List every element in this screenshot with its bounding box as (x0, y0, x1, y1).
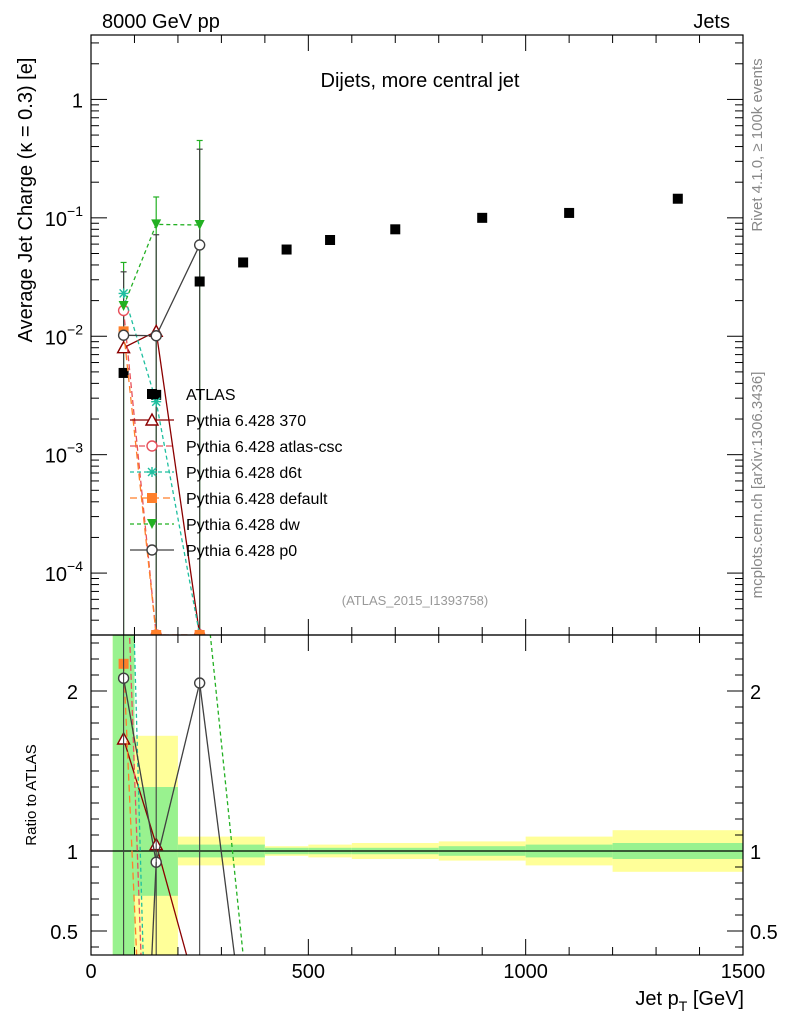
legend-label-atlas: ATLAS (186, 387, 236, 404)
legend-label-pythia-6-428-atlas-csc: Pythia 6.428 atlas-csc (186, 439, 343, 456)
point-pythia-6-428-p0-1 (150, 330, 162, 342)
line-pythia-6-428-atlas-csc (122, 310, 200, 635)
legend: ATLAS Pythia 6.428 370 Pythia 6.428 atlas-… (130, 387, 343, 560)
ratio-y-label: Ratio to ATLAS (23, 744, 40, 845)
ratio-line-pythia-6-428-atlas-csc (128, 635, 142, 955)
y-tick-label-2: 10−2 (45, 321, 83, 349)
x-ticks: 0 500 1000 1500 (85, 35, 765, 983)
legend-label-pythia-6-428-p0: Pythia 6.428 p0 (186, 543, 297, 560)
y-tick-label-3: 10−1 (45, 203, 83, 231)
line-pythia-6-428-p0 (123, 244, 201, 337)
rivet-label: Rivet 4.1.0, ≥ 100k events (749, 58, 766, 231)
ratio-line-pythia-6-428-default (122, 663, 138, 955)
ratio-bands (91, 635, 743, 955)
main-ticks: 10−4 10−3 10−2 10−1 1 (45, 42, 743, 636)
main-panel: 10−4 10−3 10−2 10−1 1 0.5 0.5 1 1 2 2 0 500 1000 150… (15, 34, 778, 1014)
ratio-line-pythia-6-428-p0 (122, 678, 236, 955)
header-right: Jets (693, 11, 730, 33)
y-tick-label-1: 10−3 (45, 440, 83, 468)
ratio-frame (90, 634, 744, 956)
point-atlas-7 (477, 212, 488, 223)
ratio-series-layer (116, 635, 244, 955)
y-tick-label-0: 10−4 (45, 558, 83, 586)
main-y-label: Average Jet Charge (κ = 0.3) [e] (15, 58, 37, 343)
source-label: mcplots.cern.ch [arXiv:1306.3436] (749, 372, 766, 599)
point-atlas-8 (564, 207, 575, 218)
point-atlas-3 (238, 257, 249, 268)
legend-label-pythia-6-428-dw: Pythia 6.428 dw (186, 517, 300, 534)
point-pythia-6-428-default-2 (194, 630, 205, 635)
y-tick-label-4: 1 (72, 90, 83, 112)
point-pythia-6-428-p0-0 (117, 329, 130, 341)
legend-label-pythia-6-428-default: Pythia 6.428 default (186, 491, 328, 508)
point-atlas-2 (194, 276, 205, 287)
analysis-watermark: (ATLAS_2015_I1393758) (342, 593, 488, 608)
line-pythia-6-428-dw (122, 223, 200, 307)
point-pythia-6-428-370-0 (116, 340, 131, 354)
header-left: 8000 GeV pp (102, 11, 220, 33)
point-pythia-6-428-dw-2 (194, 220, 205, 231)
point-atlas-6 (390, 224, 401, 235)
legend-marker-atlas (147, 389, 157, 399)
point-atlas-4 (281, 244, 292, 255)
line-pythia-6-428-default (122, 331, 200, 635)
point-pythia-6-428-d6t-0 (118, 288, 129, 299)
point-pythia-6-428-dw-1 (151, 219, 162, 230)
ratio-ticks: 0.5 0.5 1 1 2 2 (50, 642, 778, 948)
point-pythia-6-428-d6t-1 (151, 396, 162, 407)
point-pythia-6-428-p0-2 (193, 239, 206, 251)
point-atlas-9 (672, 193, 683, 204)
ratio-tick-label-right-1: 1 (750, 842, 761, 864)
legend-marker-pythia-6-428-default (147, 493, 157, 503)
line-pythia-6-428-370 (123, 330, 201, 635)
x-axis-label: Jet pT [GeV] (635, 988, 744, 1014)
ratio-tick-label-right-0: 0.5 (750, 922, 778, 944)
point-atlas-0 (118, 367, 129, 378)
point-pythia-6-428-default-1 (151, 630, 162, 635)
legend-marker-pythia-6-428-p0 (146, 544, 158, 556)
legend-marker-pythia-6-428-370 (144, 412, 160, 426)
legend-marker-pythia-6-428-d6t (147, 467, 157, 477)
legend-marker-pythia-6-428-atlas-csc (146, 440, 158, 452)
legend-label-pythia-6-428-d6t: Pythia 6.428 d6t (186, 465, 302, 482)
main-series-layer (116, 139, 683, 635)
ratio-tick-label-left-1: 1 (67, 842, 78, 864)
ratio-tick-label-right-2: 2 (750, 682, 761, 704)
ratio-line-pythia-6-428-p0-stat (151, 862, 157, 955)
x-tick-label-1: 500 (292, 961, 325, 983)
chart-title: Dijets, more central jet (321, 70, 520, 92)
legend-marker-pythia-6-428-dw (147, 519, 157, 529)
point-pythia-6-428-dw-0 (118, 301, 129, 312)
x-tick-label-2: 1000 (503, 961, 548, 983)
legend-label-pythia-6-428-370: Pythia 6.428 370 (186, 413, 306, 430)
x-tick-label-3: 1500 (721, 961, 766, 983)
ratio-tick-label-left-0: 0.5 (50, 922, 78, 944)
x-tick-label-0: 0 (85, 961, 96, 983)
point-atlas-5 (325, 234, 336, 245)
ratio-tick-label-left-2: 2 (67, 682, 78, 704)
